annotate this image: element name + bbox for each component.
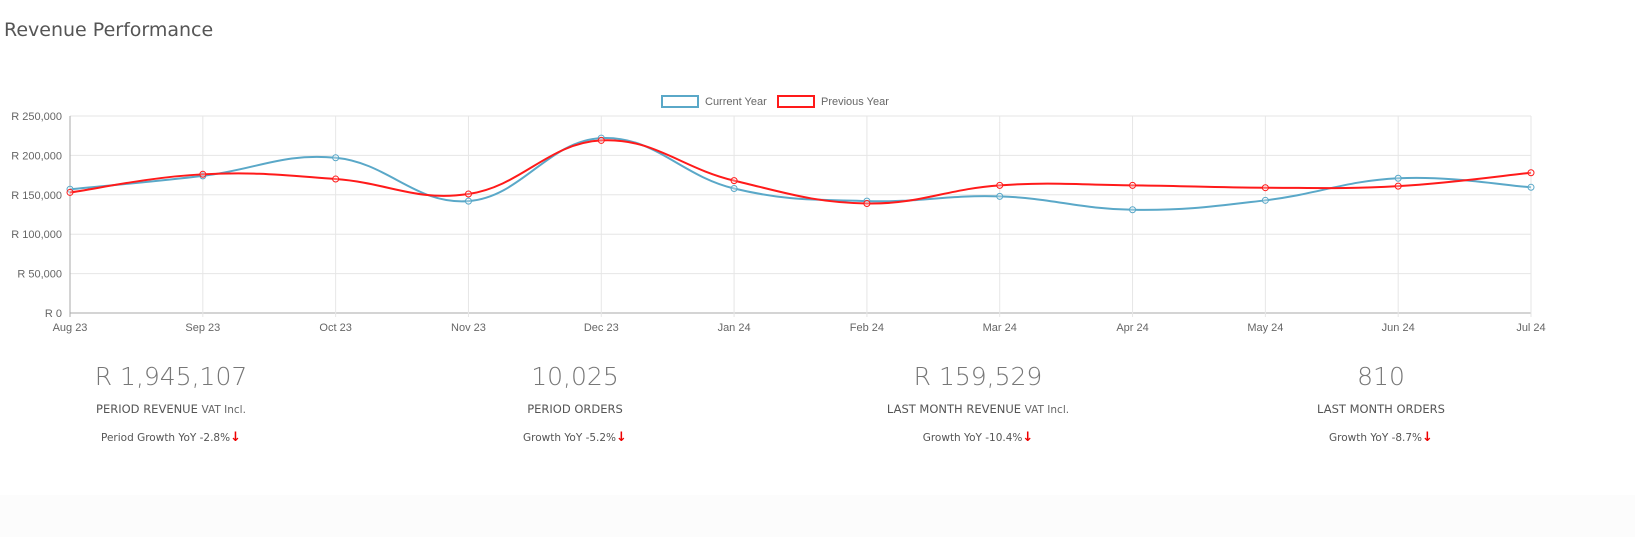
data-point	[996, 192, 1004, 200]
arrow-down-icon: ↓	[1022, 430, 1034, 445]
data-point	[1261, 196, 1269, 204]
y-tick-label: R 200,000	[11, 150, 62, 162]
arrow-down-icon: ↓	[230, 430, 241, 445]
data-point	[1261, 184, 1269, 192]
data-point	[1394, 182, 1402, 190]
x-tick-label: Jan 24	[718, 322, 751, 334]
stat-label: PERIOD ORDERS	[527, 402, 623, 416]
data-point	[199, 170, 207, 178]
data-point	[730, 184, 738, 192]
data-point	[332, 175, 340, 183]
data-point	[464, 190, 472, 198]
x-tick-label: Jun 24	[1382, 322, 1415, 334]
stat-last-month-orders: 810 LAST MONTH ORDERS Growth YoY -8.7%↓	[1181, 362, 1581, 445]
data-point	[1527, 169, 1535, 177]
series-line	[69, 137, 1532, 211]
footer-background	[0, 495, 1635, 537]
x-tick-label: Nov 23	[451, 322, 486, 334]
x-tick-label: Dec 23	[584, 322, 619, 334]
y-tick-label: R 50,000	[17, 269, 62, 281]
data-point	[66, 188, 74, 196]
page-title: Revenue Performance	[4, 19, 214, 41]
stat-value: 10,025	[531, 362, 619, 391]
x-tick-label: May 24	[1247, 322, 1283, 334]
stat-label: LAST MONTH REVENUE	[886, 402, 1022, 416]
legend-swatch	[661, 95, 699, 108]
arrow-down-icon: ↓	[616, 430, 627, 445]
stat-suffix: VAT Incl.	[1024, 404, 1070, 416]
stat-value: R 159,529	[913, 362, 1043, 391]
data-point	[996, 181, 1004, 189]
y-tick-label: R 150,000	[11, 190, 62, 202]
data-point	[332, 154, 340, 162]
stat-last-month-revenue: R 159,529 LAST MONTH REVENUE VAT Incl. G…	[778, 362, 1178, 445]
stat-growth: Growth YoY -5.2%	[523, 432, 617, 444]
data-point	[597, 136, 605, 144]
y-tick-label: R 0	[45, 308, 62, 320]
x-tick-label: Jul 24	[1516, 322, 1545, 334]
stat-growth: Period Growth YoY -2.8%	[101, 432, 231, 444]
data-point	[1129, 181, 1137, 189]
stat-period-revenue: R 1,945,107 PERIOD REVENUE VAT Incl. Per…	[0, 362, 371, 445]
stat-value: 810	[1357, 362, 1405, 391]
y-tick-label: R 100,000	[11, 229, 62, 241]
x-tick-label: Feb 24	[850, 322, 884, 334]
legend-label: Current Year	[705, 96, 767, 108]
x-tick-label: Apr 24	[1116, 322, 1148, 334]
stat-period-orders: 10,025 PERIOD ORDERS Growth YoY -5.2%↓	[375, 362, 775, 445]
x-tick-label: Oct 23	[319, 322, 351, 334]
stat-suffix: VAT Incl.	[201, 404, 246, 416]
revenue-line-chart: R 0 R 50,000 R 100,000 R 150,000 R 200,000 R …	[11, 95, 1546, 334]
data-point	[1394, 174, 1402, 182]
stat-growth: Growth YoY -10.4%	[922, 432, 1023, 444]
series-line	[69, 139, 1532, 205]
stat-label: LAST MONTH ORDERS	[1317, 402, 1445, 416]
arrow-down-icon: ↓	[1422, 430, 1433, 445]
data-point	[464, 197, 472, 205]
x-tick-label: Mar 24	[983, 322, 1017, 334]
stat-label: PERIOD REVENUE	[96, 402, 198, 416]
data-point	[730, 177, 738, 185]
x-tick-label: Sep 23	[185, 322, 220, 334]
legend-label: Previous Year	[821, 96, 889, 108]
y-tick-label: R 250,000	[11, 111, 62, 123]
data-point	[863, 199, 871, 207]
data-point	[1129, 206, 1137, 214]
x-tick-label: Aug 23	[53, 322, 88, 334]
legend-swatch	[777, 95, 815, 108]
data-point	[1527, 183, 1535, 191]
stat-growth: Growth YoY -8.7%	[1329, 432, 1423, 444]
stat-value: R 1,945,107	[94, 362, 248, 391]
